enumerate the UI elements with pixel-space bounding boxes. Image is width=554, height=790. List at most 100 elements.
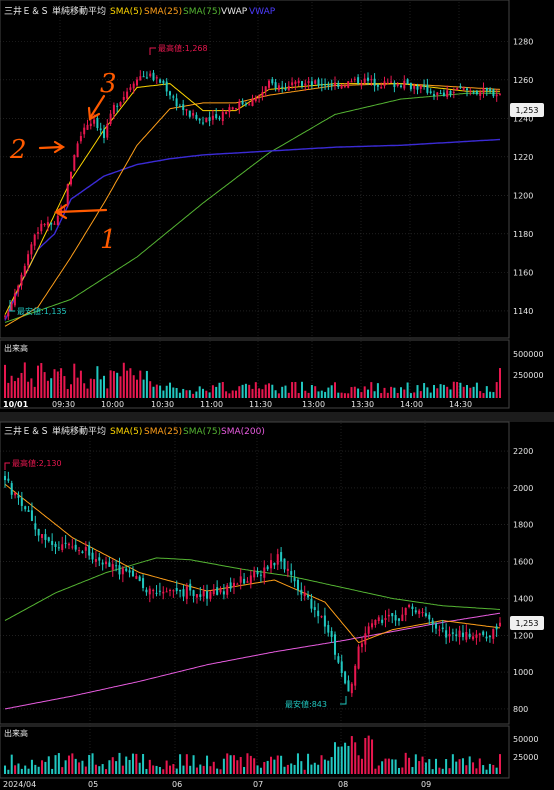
volume-bar-9	[34, 764, 37, 774]
volume-bar-137	[465, 765, 468, 774]
volume-bar-92	[307, 392, 310, 398]
volume-bar-8	[30, 759, 33, 774]
candle-body-30	[103, 129, 105, 138]
volume-bar-120	[400, 387, 402, 398]
y-tick-1180: 1180	[513, 230, 533, 239]
candle-body-53	[182, 589, 185, 597]
volume-bar-9	[33, 386, 36, 398]
candle-body-50	[169, 91, 171, 96]
volume-bar-113	[376, 383, 379, 398]
annotation-arrow-2-shaft	[38, 145, 64, 150]
candle-body-55	[189, 583, 192, 591]
candle-body-31	[108, 562, 111, 567]
volume-bar-61	[205, 390, 208, 398]
candle-body-122	[414, 610, 417, 613]
volume-bar-18	[64, 760, 67, 774]
volume-bar-149	[495, 382, 498, 398]
volume-bar-55	[185, 390, 188, 398]
candle-body-93	[317, 610, 320, 617]
candle-body-0	[3, 475, 7, 481]
sma200-line	[4, 612, 501, 710]
volume-bar-32	[109, 370, 112, 398]
candle-body-110	[367, 77, 369, 81]
volume-bar-77	[258, 388, 261, 398]
candle-body-104	[347, 81, 350, 88]
candle-body-12	[43, 224, 46, 226]
volume-bar-136	[461, 758, 464, 774]
volume-bar-88	[300, 761, 303, 774]
volume-bar-44	[152, 765, 155, 774]
volume-bar-27	[94, 764, 97, 774]
volume-bar-41	[142, 754, 145, 774]
candle-body-91	[310, 598, 313, 609]
candle-body-121	[411, 606, 414, 609]
volume-bar-113	[384, 758, 387, 774]
candle-body-132	[448, 633, 451, 637]
volume-bar-19	[67, 755, 70, 774]
candle-body-119	[396, 83, 399, 86]
volume-bar-31	[106, 388, 109, 398]
candle-body-5	[20, 274, 23, 286]
volume-bar-66	[226, 753, 229, 774]
candle-body-63	[211, 115, 214, 120]
candle-body-142	[482, 631, 485, 635]
candle-body-148	[492, 89, 495, 97]
hand-annotations	[38, 94, 108, 220]
candle-body-10	[37, 232, 39, 234]
candle-body-38	[129, 87, 132, 90]
candle-body-132	[439, 93, 442, 95]
candle-body-62	[208, 117, 211, 122]
candle-body-58	[199, 594, 202, 597]
volume-bar-62	[212, 761, 215, 774]
candle-body-99	[330, 84, 333, 86]
candle-body-59	[202, 591, 205, 597]
candle-body-9	[33, 234, 36, 246]
daily-sma25-line	[4, 483, 501, 644]
candle-body-83	[283, 558, 286, 570]
candle-body-59	[198, 118, 201, 121]
volume-bar-4	[17, 763, 20, 774]
volume-bar-84	[286, 764, 289, 774]
volume-bar-140	[466, 385, 468, 398]
candle-body-8	[30, 510, 33, 521]
volume-bar-38	[131, 753, 134, 774]
candle-body-94	[320, 616, 323, 618]
candle-body-117	[397, 618, 400, 621]
volume-bar-125	[424, 762, 427, 774]
volume-bar-76	[254, 382, 257, 398]
candle-body-40	[138, 576, 141, 582]
candle-body-84	[281, 86, 284, 88]
volume-bar-65	[222, 758, 225, 774]
volume-bar-63	[211, 385, 214, 398]
volume-bar-53	[178, 392, 181, 398]
candle-body-74	[248, 104, 251, 106]
volume-bar-145	[482, 393, 485, 398]
volume-bar-15	[53, 369, 56, 398]
candle-body-19	[67, 543, 70, 546]
daily-title: 三井Ｅ＆Ｓ	[4, 425, 49, 437]
candle-body-79	[264, 86, 267, 92]
daily-high-marker-line	[4, 462, 10, 470]
candle-body-14	[50, 222, 53, 225]
candle-body-18	[64, 542, 67, 544]
volume-bar-102	[347, 745, 350, 774]
candle-body-66	[221, 112, 224, 122]
volume-bar-150	[499, 368, 501, 398]
daily-panel: 三井Ｅ＆Ｓ 単純移動平均 SMA(5) SMA(25) SMA(75) SMA(…	[0, 420, 544, 789]
y-tick-2200: 2200	[513, 447, 533, 456]
candle-body-115	[383, 81, 386, 86]
volume-bar-23	[81, 760, 84, 774]
candle-body-56	[188, 110, 191, 117]
volume-bar-142	[482, 765, 485, 774]
volume-bar-127	[423, 383, 426, 398]
candle-body-20	[70, 171, 72, 185]
volume-bar-21	[73, 363, 76, 398]
candle-body-40	[136, 79, 138, 86]
volume-bar-98	[327, 387, 330, 398]
intraday-y-axis: 1140 1160 1180 1200 1220 1240 1260 1280	[513, 37, 533, 316]
volume-bar-110	[367, 389, 369, 398]
candle-body-46	[155, 77, 158, 79]
volume-bar-15	[54, 755, 57, 774]
volume-bar-59	[202, 765, 205, 774]
volume-bar-128	[435, 758, 438, 774]
